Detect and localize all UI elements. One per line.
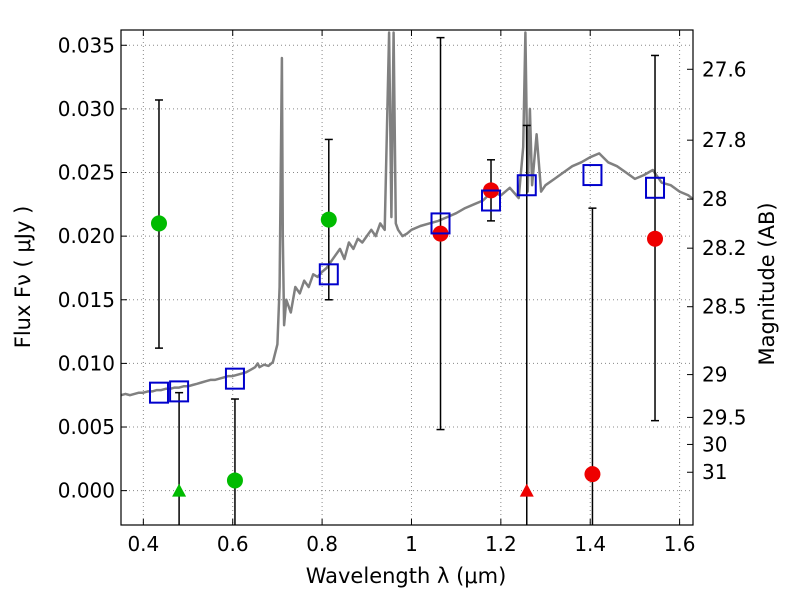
y-tick-label: 0.010: [58, 351, 115, 375]
x-tick-label: 0.8: [306, 532, 338, 556]
model-photometry-box: [582, 164, 603, 187]
x-tick-label: 0.4: [127, 532, 159, 556]
model-photometry-box: [318, 263, 339, 286]
y-tick-label: 0.035: [58, 33, 115, 57]
y-tick-label: 0.025: [58, 161, 115, 185]
sed-model-line: [120, 31, 694, 397]
mag-tick-label: 29: [702, 363, 727, 387]
x-axis-title: Wavelength λ (μm): [306, 564, 507, 588]
model-photometry-box: [516, 174, 537, 197]
red-data-point: [584, 466, 601, 483]
mag-tick-label: 27.8: [702, 128, 747, 152]
mag-tick-label: 29.5: [702, 405, 747, 429]
green-upper-limit-marker: [172, 483, 187, 497]
mag-tick-label: 28.2: [702, 236, 747, 260]
green-data-point: [226, 472, 243, 489]
model-photometry-box: [224, 367, 245, 390]
x-tick-label: 1.4: [574, 532, 606, 556]
model-photometry-box: [645, 176, 666, 199]
model-box-layer: [148, 164, 666, 404]
mag-tick-label: 27.6: [702, 57, 747, 81]
plot-background: [121, 30, 693, 525]
y-tick-label: 0.000: [58, 479, 115, 503]
model-photometry-box: [481, 189, 502, 212]
model-photometry-box: [169, 380, 190, 403]
green-data-point: [320, 211, 337, 228]
y-tick-label: 0.020: [58, 224, 115, 248]
point-layer: [150, 182, 664, 497]
mag-tick-label: 31: [702, 460, 727, 484]
model-photometry-box: [148, 381, 169, 404]
mag-tick-label: 28: [702, 187, 727, 211]
plot-frame: [120, 29, 694, 526]
model-photometry-box: [430, 212, 451, 235]
ticks: 0.4 0.6 0.8 1 1.2 1.4 1.6 0.000 0.005 0.010 0.015 0…: [58, 30, 747, 556]
grid: [121, 30, 693, 525]
right-axis-title: Magnitude (AB): [755, 202, 779, 365]
y-tick-label: 0.030: [58, 97, 115, 121]
red-data-point: [647, 230, 664, 247]
y-tick-label: 0.015: [58, 288, 115, 312]
mag-tick-label: 28.5: [702, 295, 747, 319]
x-tick-label: 1.6: [664, 532, 696, 556]
x-tick-label: 1.2: [485, 532, 517, 556]
x-tick-label: 0.6: [217, 532, 249, 556]
red-upper-limit-marker: [519, 483, 534, 497]
sed-line-layer: [120, 31, 694, 397]
green-data-point: [150, 215, 167, 232]
y-tick-label: 0.005: [58, 415, 115, 439]
mag-tick-label: 30: [702, 432, 727, 456]
y-axis-title: Flux Fν ( μJy ): [11, 206, 35, 349]
x-tick-label: 1: [405, 532, 418, 556]
